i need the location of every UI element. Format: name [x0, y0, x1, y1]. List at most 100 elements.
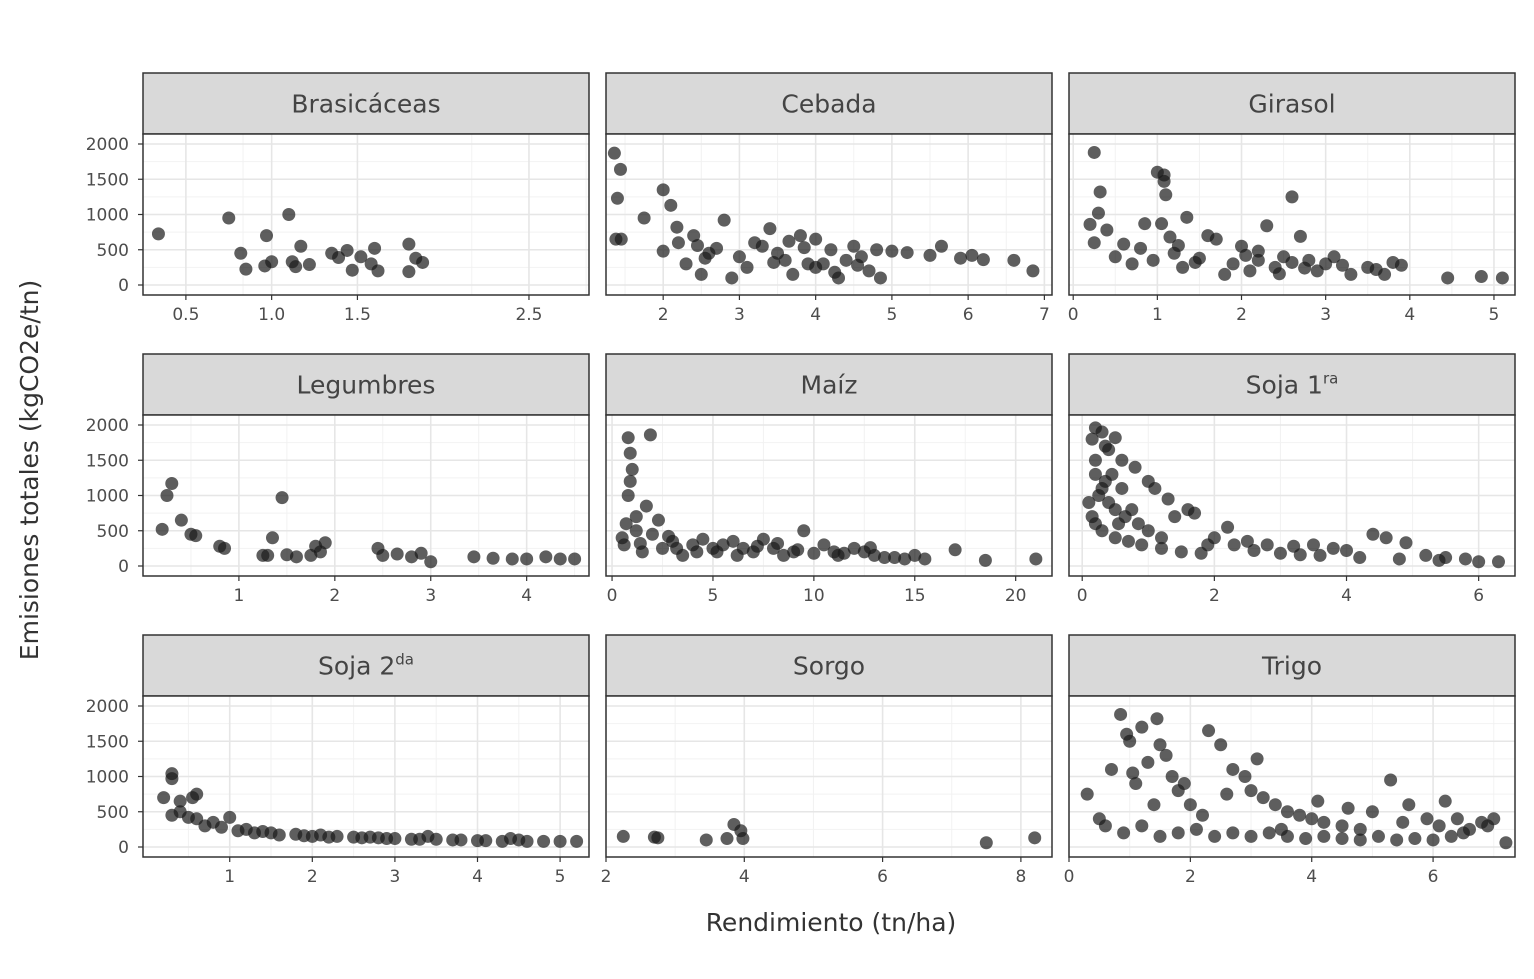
data-point	[151, 227, 165, 241]
data-point	[1285, 255, 1299, 269]
data-point	[1293, 808, 1307, 822]
data-point	[616, 829, 630, 843]
data-point	[1313, 548, 1327, 562]
data-point	[1353, 822, 1367, 836]
data-point	[1115, 481, 1129, 495]
data-point	[1135, 720, 1149, 734]
data-point	[1293, 229, 1307, 243]
data-point	[629, 510, 643, 524]
data-point	[1123, 734, 1137, 748]
data-point	[173, 805, 187, 819]
y-tick-label: 1500	[86, 732, 129, 752]
data-point	[1093, 185, 1107, 199]
data-point	[1226, 826, 1240, 840]
data-point	[160, 489, 174, 502]
data-point	[1091, 206, 1105, 220]
x-tick-label: 4	[1404, 305, 1415, 325]
data-point	[1098, 439, 1112, 453]
facet-title: Girasol	[1248, 90, 1335, 119]
data-point	[345, 263, 359, 277]
data-point	[1260, 219, 1274, 233]
x-tick-label: 1.0	[258, 305, 285, 325]
x-tick-label: 5	[1489, 305, 1500, 325]
data-point	[828, 265, 842, 279]
data-point	[1108, 503, 1122, 517]
data-point	[1341, 801, 1355, 815]
x-tick-label: 6	[1428, 867, 1439, 887]
data-point	[402, 265, 416, 279]
x-tick-label: 3	[1320, 305, 1331, 325]
data-point	[730, 548, 744, 562]
y-tick-label: 1500	[86, 451, 129, 471]
data-point	[862, 264, 876, 278]
data-point	[218, 541, 232, 555]
x-tick-label: 5	[708, 586, 719, 606]
data-point	[1095, 425, 1109, 439]
data-point	[1083, 217, 1097, 231]
data-point	[165, 477, 179, 491]
data-point	[1441, 271, 1455, 285]
data-point	[1456, 826, 1470, 840]
data-point	[1353, 551, 1367, 565]
data-point	[272, 828, 286, 842]
data-point	[174, 513, 188, 527]
data-point	[851, 258, 865, 272]
data-point	[1317, 829, 1331, 843]
data-point	[1209, 232, 1223, 246]
data-point	[1134, 241, 1148, 255]
data-point	[1126, 766, 1140, 780]
facet-title: Sorgo	[793, 652, 865, 681]
data-point	[720, 832, 734, 846]
data-point	[664, 198, 678, 212]
panel-4: Legumbres 1 2 3 4 0 500 1000 1500 2000	[86, 353, 590, 606]
data-point	[1189, 822, 1203, 836]
facet-strip	[142, 634, 590, 697]
x-tick-label: 1	[233, 586, 244, 606]
data-point	[1135, 538, 1149, 552]
x-tick-label: 4	[739, 867, 750, 887]
data-point	[1394, 258, 1408, 272]
data-point	[1305, 812, 1319, 826]
data-point	[1226, 257, 1240, 271]
data-point	[157, 791, 171, 805]
y-tick-label: 2000	[86, 135, 129, 155]
data-point	[699, 833, 713, 847]
x-tick-label: 6	[1473, 586, 1484, 606]
data-point	[520, 834, 534, 848]
data-point	[1306, 538, 1320, 552]
data-point	[690, 239, 704, 253]
data-point	[1147, 798, 1161, 812]
panel-6: Soja 1ra 0 2 4 6	[1068, 353, 1516, 606]
data-point	[1227, 538, 1241, 552]
y-tick-label: 1000	[86, 206, 129, 226]
x-tick-label: 4	[810, 305, 821, 325]
x-tick-label: 3	[425, 586, 436, 606]
data-point	[1104, 762, 1118, 776]
data-point	[1135, 819, 1149, 833]
data-point	[621, 489, 635, 502]
data-point	[1146, 253, 1160, 267]
data-point	[1450, 812, 1464, 826]
x-tick-label: 1.5	[344, 305, 371, 325]
x-tick-label: 5	[555, 867, 566, 887]
y-tick-label: 500	[97, 522, 129, 542]
x-tick-label: 4	[1306, 867, 1317, 887]
data-point	[363, 830, 377, 844]
x-tick-label: 2	[1185, 867, 1196, 887]
panel-border	[1068, 695, 1516, 858]
x-tick-label: 3	[389, 867, 400, 887]
data-point	[1168, 510, 1182, 524]
data-point	[1399, 536, 1413, 550]
data-point	[1117, 237, 1131, 251]
x-tick-label: 2	[1236, 305, 1247, 325]
data-point	[1159, 188, 1173, 202]
data-point	[1244, 784, 1258, 798]
data-point	[750, 539, 764, 553]
data-point	[1087, 145, 1101, 159]
data-point	[639, 499, 653, 513]
data-point	[782, 234, 796, 248]
x-tick-label: 6	[877, 867, 888, 887]
data-point	[651, 831, 665, 845]
data-point	[863, 541, 877, 555]
data-point	[1131, 517, 1145, 531]
